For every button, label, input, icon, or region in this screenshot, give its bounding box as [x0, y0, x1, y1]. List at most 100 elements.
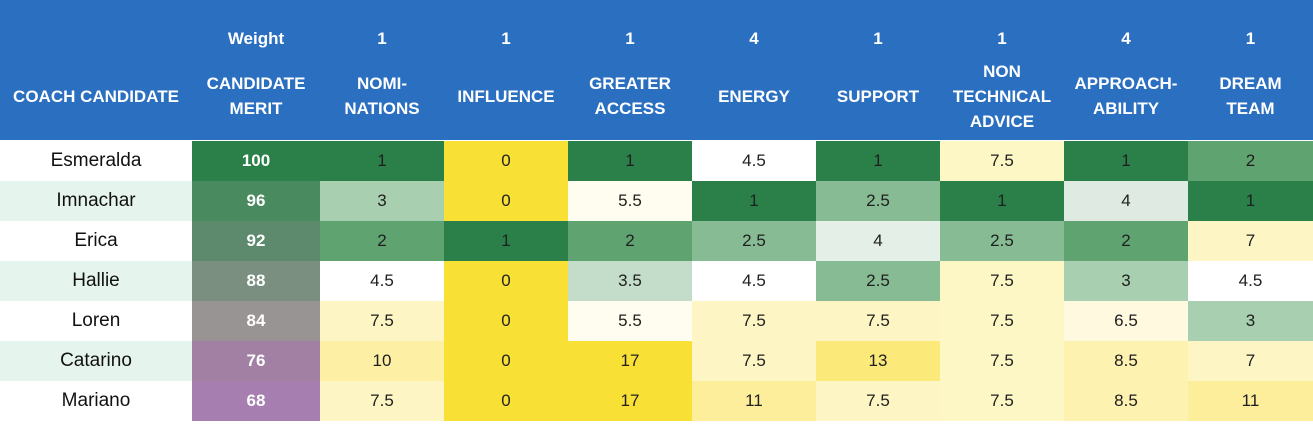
- column-header-line: NON: [983, 61, 1021, 81]
- candidate-merit-cell[interactable]: 88: [192, 261, 320, 301]
- score-cell-influence[interactable]: 0: [444, 181, 568, 221]
- candidate-merit-cell[interactable]: 96: [192, 181, 320, 221]
- score-cell-approachability[interactable]: 6.5: [1064, 301, 1188, 341]
- score-cell-energy[interactable]: 4.5: [692, 141, 816, 181]
- score-cell-influence[interactable]: 0: [444, 261, 568, 301]
- candidate-name-cell[interactable]: Imnachar: [0, 181, 192, 221]
- score-cell-greater_access[interactable]: 1: [568, 141, 692, 181]
- score-cell-dream_team[interactable]: 1: [1188, 181, 1313, 221]
- score-cell-support[interactable]: 2.5: [816, 181, 940, 221]
- score-cell-support[interactable]: 1: [816, 141, 940, 181]
- score-cell-approachability[interactable]: 3: [1064, 261, 1188, 301]
- column-header-non_technical_advice[interactable]: NON TECHNICAL ADVICE: [940, 56, 1064, 136]
- candidate-merit-cell[interactable]: 68: [192, 381, 320, 421]
- weight-value[interactable]: 1: [501, 28, 511, 48]
- column-header-line: TEAM: [1226, 99, 1275, 118]
- score-cell-greater_access[interactable]: 2: [568, 221, 692, 261]
- weight-value[interactable]: 4: [1121, 28, 1131, 48]
- score-cell-dream_team[interactable]: 3: [1188, 301, 1313, 341]
- score-cell-non_technical_advice[interactable]: 7.5: [940, 141, 1064, 181]
- table-row: Imnachar 96 3 0 5.5 1 2.5 1 4 1: [0, 181, 1313, 221]
- score-cell-energy[interactable]: 1: [692, 181, 816, 221]
- column-header-line: CANDIDATE: [206, 74, 306, 93]
- column-header-line: SUPPORT: [836, 86, 920, 106]
- candidate-name-cell[interactable]: Mariano: [0, 381, 192, 421]
- score-cell-energy[interactable]: 2.5: [692, 221, 816, 261]
- score-cell-non_technical_advice[interactable]: 1: [940, 181, 1064, 221]
- candidate-name-cell[interactable]: Erica: [0, 221, 192, 261]
- column-header-energy[interactable]: ENERGY: [692, 56, 816, 136]
- candidate-merit-cell[interactable]: 76: [192, 341, 320, 381]
- score-cell-support[interactable]: 13: [816, 341, 940, 381]
- column-header-greater_access[interactable]: GREATER ACCESS: [568, 56, 692, 136]
- score-cell-non_technical_advice[interactable]: 7.5: [940, 341, 1064, 381]
- score-cell-non_technical_advice[interactable]: 7.5: [940, 381, 1064, 421]
- candidate-name-cell[interactable]: Esmeralda: [0, 141, 192, 181]
- score-cell-greater_access[interactable]: 5.5: [568, 181, 692, 221]
- table-row: Erica 92 2 1 2 2.5 4 2.5 2 7: [0, 221, 1313, 261]
- score-cell-greater_access[interactable]: 17: [568, 341, 692, 381]
- candidate-merit-cell[interactable]: 92: [192, 221, 320, 261]
- column-header-support[interactable]: SUPPORT: [816, 56, 940, 136]
- score-cell-nominations[interactable]: 7.5: [320, 381, 444, 421]
- score-cell-greater_access[interactable]: 17: [568, 381, 692, 421]
- candidate-name-cell[interactable]: Hallie: [0, 261, 192, 301]
- score-cell-influence[interactable]: 0: [444, 341, 568, 381]
- column-header-line: INFLUENCE: [457, 86, 555, 106]
- score-cell-approachability[interactable]: 1: [1064, 141, 1188, 181]
- candidate-merit-cell[interactable]: 100: [192, 141, 320, 181]
- score-cell-influence[interactable]: 0: [444, 141, 568, 181]
- score-cell-dream_team[interactable]: 7: [1188, 221, 1313, 261]
- score-cell-influence[interactable]: 0: [444, 301, 568, 341]
- weight-value[interactable]: 4: [749, 28, 759, 48]
- score-cell-influence[interactable]: 1: [444, 221, 568, 261]
- score-cell-greater_access[interactable]: 5.5: [568, 301, 692, 341]
- score-cell-nominations[interactable]: 3: [320, 181, 444, 221]
- score-cell-nominations[interactable]: 10: [320, 341, 444, 381]
- score-cell-energy[interactable]: 7.5: [692, 341, 816, 381]
- score-cell-nominations[interactable]: 1: [320, 141, 444, 181]
- weight-value[interactable]: 1: [997, 28, 1007, 48]
- score-cell-non_technical_advice[interactable]: 7.5: [940, 301, 1064, 341]
- score-cell-approachability[interactable]: 4: [1064, 181, 1188, 221]
- score-cell-dream_team[interactable]: 2: [1188, 141, 1313, 181]
- weight-value[interactable]: 1: [873, 28, 883, 48]
- score-cell-approachability[interactable]: 2: [1064, 221, 1188, 261]
- table-row: Loren 84 7.5 0 5.5 7.5 7.5 7.5 6.5 3: [0, 301, 1313, 341]
- score-cell-dream_team[interactable]: 7: [1188, 341, 1313, 381]
- column-header-approachability[interactable]: APPROACH- ABILITY: [1064, 56, 1188, 136]
- score-cell-support[interactable]: 2.5: [816, 261, 940, 301]
- candidate-name-cell[interactable]: Catarino: [0, 341, 192, 381]
- candidate-name-cell[interactable]: Loren: [0, 301, 192, 341]
- candidate-merit-cell[interactable]: 84: [192, 301, 320, 341]
- score-cell-dream_team[interactable]: 11: [1188, 381, 1313, 421]
- score-cell-non_technical_advice[interactable]: 7.5: [940, 261, 1064, 301]
- score-cell-support[interactable]: 7.5: [816, 301, 940, 341]
- score-cell-influence[interactable]: 0: [444, 381, 568, 421]
- score-cell-nominations[interactable]: 7.5: [320, 301, 444, 341]
- score-cell-nominations[interactable]: 2: [320, 221, 444, 261]
- column-header-influence[interactable]: INFLUENCE: [444, 56, 568, 136]
- score-cell-approachability[interactable]: 8.5: [1064, 381, 1188, 421]
- score-cell-support[interactable]: 4: [816, 221, 940, 261]
- column-header-nominations[interactable]: NOMI- NATIONS: [320, 56, 444, 136]
- column-header-merit[interactable]: CANDIDATE MERIT: [192, 56, 320, 136]
- column-header-line: TECHNICAL: [952, 86, 1052, 106]
- score-cell-energy[interactable]: 4.5: [692, 261, 816, 301]
- score-cell-greater_access[interactable]: 3.5: [568, 261, 692, 301]
- score-cell-support[interactable]: 7.5: [816, 381, 940, 421]
- score-cell-nominations[interactable]: 4.5: [320, 261, 444, 301]
- column-header-dream_team[interactable]: DREAM TEAM: [1188, 56, 1313, 136]
- score-cell-approachability[interactable]: 8.5: [1064, 341, 1188, 381]
- score-cell-non_technical_advice[interactable]: 2.5: [940, 221, 1064, 261]
- column-header-coach[interactable]: COACH CANDIDATE: [0, 56, 192, 136]
- column-header-line: APPROACH-: [1074, 74, 1178, 93]
- score-cell-energy[interactable]: 7.5: [692, 301, 816, 341]
- weight-value[interactable]: 1: [625, 28, 635, 48]
- score-cell-energy[interactable]: 11: [692, 381, 816, 421]
- column-header-line: MERIT: [229, 99, 283, 118]
- weight-value[interactable]: 1: [377, 28, 387, 48]
- weight-value[interactable]: 1: [1245, 28, 1256, 48]
- score-cell-dream_team[interactable]: 4.5: [1188, 261, 1313, 301]
